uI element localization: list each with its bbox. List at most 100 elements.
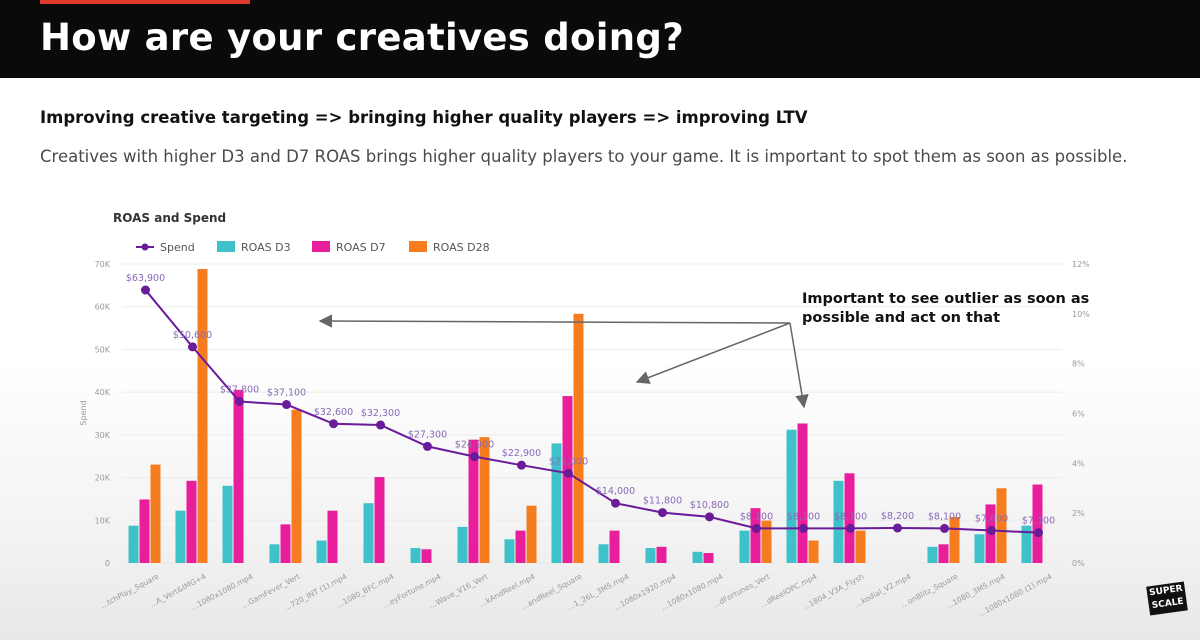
spend-point <box>799 523 808 533</box>
spend-data-label: $11,800 <box>643 496 682 507</box>
spend-data-label: $8,100 <box>787 511 820 522</box>
spend-point <box>940 523 949 533</box>
bar-roas-d7 <box>280 524 291 563</box>
bar-roas-d7 <box>374 477 385 563</box>
spend-data-label: $50,600 <box>173 330 212 341</box>
y-right-tick-label: 4% <box>1072 459 1085 468</box>
spend-data-label: $27,300 <box>408 429 447 440</box>
bar-roas-d28 <box>761 520 772 563</box>
bar-roas-d3 <box>598 544 609 563</box>
spend-point <box>141 285 150 295</box>
bar-roas-d3 <box>974 534 985 563</box>
slide-description: Creatives with higher D3 and D7 ROAS bri… <box>40 147 1128 166</box>
y-left-tick-label: 0 <box>105 559 110 568</box>
bar-roas-d7 <box>186 480 197 563</box>
spend-point <box>564 468 573 478</box>
bar-roas-d7 <box>938 544 949 563</box>
spend-data-label: $7,600 <box>975 514 1008 525</box>
y-left-tick-label: 40K <box>95 388 111 397</box>
y-left-tick-label: 70K <box>95 260 111 269</box>
bar-roas-d3 <box>363 503 374 563</box>
bar-roas-d7 <box>327 510 338 563</box>
bar-roas-d28 <box>573 313 584 563</box>
y-right-tick-label: 10% <box>1072 310 1090 319</box>
spend-data-label: $10,800 <box>690 500 729 511</box>
spend-point <box>611 498 620 508</box>
y-right-tick-label: 2% <box>1072 509 1085 518</box>
slide-title: How are your creatives doing? <box>40 16 684 59</box>
spend-data-label: $24,900 <box>455 440 494 451</box>
spend-data-label: $8,100 <box>834 511 867 522</box>
bar-roas-d3 <box>692 551 703 563</box>
y-left-tick-label: 50K <box>95 345 111 354</box>
spend-point <box>1034 528 1043 538</box>
y-axis-label: Spend <box>79 400 88 425</box>
bar-roas-d28 <box>808 540 819 563</box>
spend-point <box>423 441 432 451</box>
bar-roas-d3 <box>739 530 750 563</box>
spend-line <box>144 289 1039 534</box>
y-left-tick-label: 30K <box>95 431 111 440</box>
spend-point <box>188 342 197 352</box>
spend-point <box>329 419 338 429</box>
bar-roas-d3 <box>1021 525 1032 563</box>
bar-roas-d3 <box>833 480 844 563</box>
legend-label-1: ROAS D3 <box>241 241 291 254</box>
spend-data-label: $8,100 <box>740 511 773 522</box>
bar-roas-d28 <box>150 464 161 563</box>
bar-roas-d28 <box>526 505 537 563</box>
spend-data-label: $22,900 <box>502 448 541 459</box>
bar-roas-d7 <box>844 473 855 563</box>
bar-roas-d3 <box>316 540 327 563</box>
superscale-logo: SUPER SCALE <box>1146 581 1188 616</box>
bar-roas-d3 <box>927 546 938 563</box>
spend-point <box>893 523 902 533</box>
bar-roas-d7 <box>515 530 526 563</box>
spend-point <box>376 420 385 430</box>
y-right-tick-label: 12% <box>1072 260 1090 269</box>
arrow-to-outlier-2 <box>635 322 791 384</box>
spend-point <box>235 397 244 407</box>
spend-point <box>517 460 526 470</box>
y-left-tick-label: 20K <box>95 474 111 483</box>
arrow-to-outlier-1 <box>318 314 791 328</box>
bar-roas-d3 <box>786 429 797 563</box>
spend-data-label: $21,000 <box>549 456 588 467</box>
arrow-to-outlier-3 <box>789 322 809 409</box>
spend-point <box>752 523 761 533</box>
bar-roas-d28 <box>949 516 960 563</box>
legend-swatch-3 <box>409 241 427 252</box>
bar-roas-d28 <box>197 268 208 563</box>
bar-roas-d3 <box>551 443 562 563</box>
bar-roas-d7 <box>139 499 150 563</box>
bar-roas-d7 <box>750 508 761 563</box>
bar-roas-d3 <box>645 548 656 563</box>
title-bar: How are your creatives doing? <box>0 0 1200 78</box>
spend-data-label: $32,600 <box>314 407 353 418</box>
spend-data-label: $32,300 <box>361 408 400 419</box>
bar-roas-d3 <box>128 525 139 563</box>
y-right-tick-label: 6% <box>1072 410 1085 419</box>
spend-point <box>282 400 291 410</box>
bar-roas-d3 <box>222 485 233 563</box>
legend-label-3: ROAS D28 <box>433 241 490 254</box>
spend-data-label: $37,800 <box>220 385 259 396</box>
bar-roas-d3 <box>175 510 186 563</box>
bar-roas-d7 <box>562 396 573 563</box>
spend-point <box>846 523 855 533</box>
spend-point <box>658 508 667 518</box>
legend-label-spend: Spend <box>160 241 195 254</box>
bar-roas-d7 <box>609 530 620 563</box>
bar-roas-d7 <box>656 546 667 563</box>
spend-data-label: $37,100 <box>267 388 306 399</box>
bar-roas-d3 <box>457 526 468 563</box>
bar-roas-d28 <box>479 437 490 563</box>
y-right-tick-label: 0% <box>1072 559 1085 568</box>
spend-point <box>987 526 996 536</box>
bar-roas-d7 <box>703 553 714 563</box>
accent-strip <box>40 0 250 4</box>
bar-roas-d28 <box>855 530 866 563</box>
y-left-tick-label: 10K <box>95 516 111 525</box>
bar-roas-d3 <box>504 539 515 563</box>
